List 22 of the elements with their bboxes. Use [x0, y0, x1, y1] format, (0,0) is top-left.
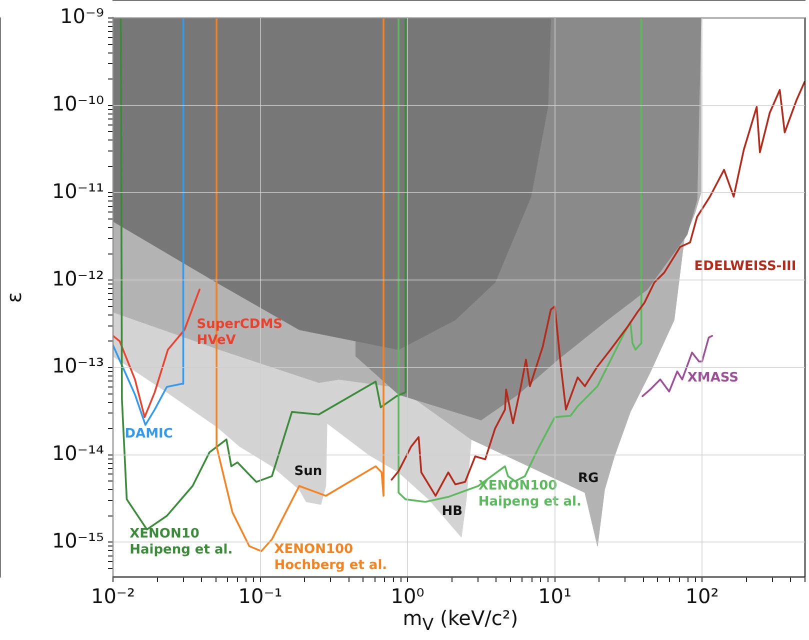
series-label: XENON100 Hochberg et al.	[274, 542, 388, 573]
series-label: XENON10 Haipeng et al.	[130, 526, 233, 558]
y-tick-label: 10⁻¹¹	[52, 178, 104, 203]
y-tick-label: 10⁻¹⁰	[52, 92, 104, 116]
x-tick-label: 10⁻¹	[238, 584, 282, 608]
series-label: EDELWEISS-III	[694, 258, 796, 274]
y-axis-title: ε	[2, 292, 26, 303]
y-tick-label: 10⁻⁹	[60, 4, 104, 28]
series-label: RG	[578, 470, 599, 486]
series-label: XMASS	[687, 370, 739, 386]
y-tick-label: 10⁻¹³	[52, 354, 104, 378]
y-tick-label: 10⁻¹⁵	[52, 528, 104, 552]
x-tick-label: 10²	[685, 584, 719, 608]
series-label: DAMIC	[124, 426, 173, 442]
series-label: HB	[442, 504, 462, 519]
x-tick-label: 10¹	[538, 584, 572, 608]
y-tick-label: 10⁻¹⁴	[52, 441, 104, 466]
x-tick-label: 10⁰	[390, 584, 424, 608]
x-tick-label: 10⁻²	[90, 584, 136, 608]
x-axis-title: m$_{V}$ (keV/c²)	[402, 606, 518, 634]
y-tick-label: 10⁻¹²	[52, 266, 104, 290]
series-label: Sun	[294, 464, 322, 480]
